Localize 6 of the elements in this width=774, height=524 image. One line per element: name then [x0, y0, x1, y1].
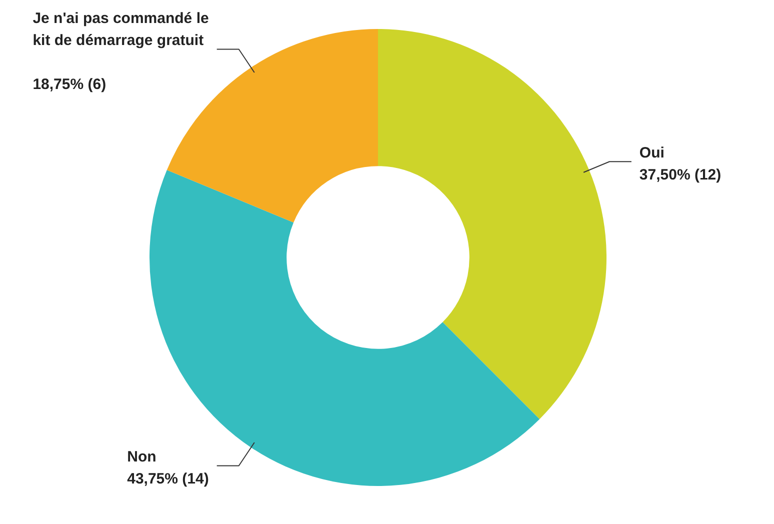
- data-label: 18,75% (6): [32, 76, 106, 93]
- slice-label: Oui: [639, 144, 664, 162]
- data-label: 37,50% (12): [639, 166, 722, 184]
- slice-label: Non: [127, 448, 156, 466]
- slice-label: Je n'ai pas commandé le kit de démarrage gratuit: [32, 10, 209, 49]
- data-label: 43,75% (14): [127, 470, 209, 488]
